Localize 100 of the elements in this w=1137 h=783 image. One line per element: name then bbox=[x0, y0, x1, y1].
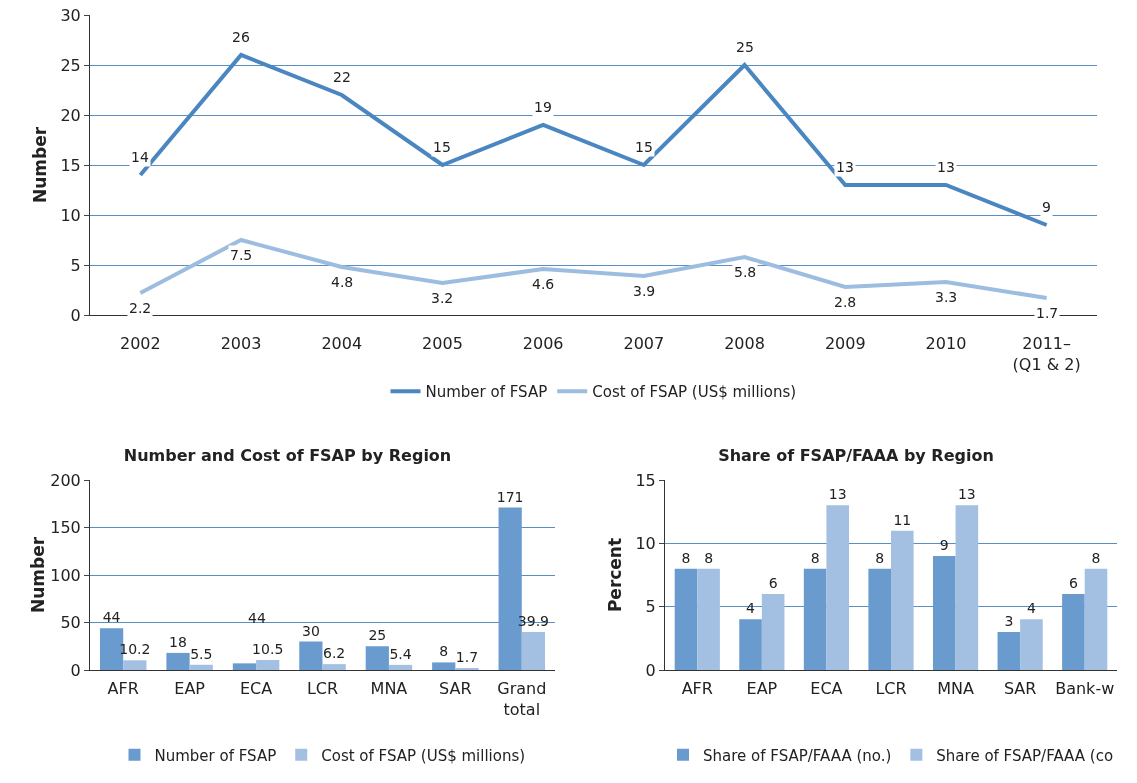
data-label: 3.9 bbox=[633, 283, 656, 299]
data-label: 7.5 bbox=[230, 247, 253, 263]
bar bbox=[891, 530, 914, 670]
data-label: 6.2 bbox=[322, 645, 346, 662]
x-tick-label: AFR bbox=[107, 679, 139, 699]
bar bbox=[299, 641, 323, 670]
data-label: 8 bbox=[704, 549, 714, 566]
bar bbox=[1062, 594, 1085, 670]
data-label: 25 bbox=[736, 39, 754, 55]
y-tick-label: 15 bbox=[60, 155, 81, 175]
data-label: 5.4 bbox=[389, 645, 412, 662]
x-tick-label: AFR bbox=[681, 679, 713, 699]
data-label: 44 bbox=[102, 609, 121, 626]
data-label: 13 bbox=[957, 486, 976, 503]
bar bbox=[868, 568, 891, 670]
x-tick-label: SAR bbox=[1003, 679, 1037, 699]
y-tick-label: 5 bbox=[645, 597, 656, 617]
data-label: 8 bbox=[875, 549, 885, 566]
bar bbox=[1084, 568, 1108, 670]
bar bbox=[256, 660, 280, 670]
data-label: 10.5 bbox=[252, 641, 284, 658]
data-label: 171 bbox=[496, 488, 524, 505]
x-tick-label: 2002 bbox=[119, 334, 161, 354]
bar bbox=[189, 664, 213, 670]
data-label: 6 bbox=[1068, 575, 1078, 591]
data-label: 2.8 bbox=[834, 294, 857, 310]
x-tick-label: 2006 bbox=[522, 334, 564, 354]
data-label: 15 bbox=[433, 139, 451, 155]
data-label: 13 bbox=[828, 486, 847, 503]
data-label: 3.3 bbox=[935, 289, 958, 305]
bar bbox=[674, 568, 698, 670]
data-label: 14 bbox=[131, 149, 149, 165]
y-tick-label: 200 bbox=[50, 470, 81, 490]
y-tick-label: 10 bbox=[60, 205, 81, 225]
x-tick-label: 2009 bbox=[824, 334, 866, 354]
y-tick-label: 30 bbox=[60, 5, 81, 25]
bar bbox=[166, 652, 190, 670]
data-label: 13 bbox=[937, 159, 955, 175]
y-tick-label: 100 bbox=[50, 565, 81, 585]
bar bbox=[432, 662, 456, 670]
legend-label: Cost of FSAP (US$ millions) bbox=[592, 383, 797, 402]
data-label: 5.5 bbox=[190, 645, 213, 662]
y-tick-label: 150 bbox=[50, 518, 81, 538]
x-tick-label: 2011– (Q1 & 2) bbox=[1012, 334, 1081, 374]
data-label: 3 bbox=[1004, 613, 1014, 629]
y-axis-title: Number bbox=[28, 536, 49, 614]
bar bbox=[1020, 619, 1043, 670]
data-label: 8 bbox=[439, 643, 449, 660]
y-tick-label: 5 bbox=[70, 255, 81, 275]
data-label: 1.7 bbox=[455, 649, 479, 665]
data-label: 2.2 bbox=[129, 300, 152, 316]
y-tick-label: 20 bbox=[60, 105, 81, 125]
y-tick-label: 25 bbox=[60, 55, 81, 75]
bar bbox=[365, 646, 389, 670]
legend-label: Number of FSAP bbox=[425, 383, 548, 402]
x-tick-label: 2005 bbox=[422, 334, 463, 354]
bar bbox=[803, 568, 827, 670]
y-tick-label: 50 bbox=[60, 613, 81, 633]
data-label: 26 bbox=[232, 29, 250, 45]
data-label: 1.7 bbox=[1036, 305, 1059, 321]
chart-title: Share of FSAP/FAAA by Region bbox=[718, 446, 994, 466]
legend-label: Share of FSAP/FAAA (co bbox=[936, 746, 1114, 765]
bar bbox=[123, 660, 147, 670]
y-tick-label: 15 bbox=[635, 470, 656, 490]
data-label: 8 bbox=[681, 549, 691, 566]
x-tick-label: 2004 bbox=[321, 334, 363, 354]
data-label: 30 bbox=[301, 622, 320, 639]
data-label: 8 bbox=[1091, 549, 1101, 566]
data-label: 6 bbox=[768, 575, 778, 591]
bar bbox=[521, 632, 546, 670]
y-tick-label: 0 bbox=[645, 660, 656, 680]
data-label: 3.2 bbox=[431, 290, 454, 306]
bar bbox=[232, 663, 257, 670]
bar bbox=[761, 594, 785, 670]
legend-label: Share of FSAP/FAAA (no.) bbox=[703, 746, 892, 765]
bar bbox=[322, 664, 346, 670]
x-tick-label: 2008 bbox=[724, 334, 765, 354]
y-tick-label: 0 bbox=[70, 660, 81, 680]
data-label: 19 bbox=[534, 99, 552, 115]
data-label: 11 bbox=[893, 511, 912, 528]
y-tick-label: 10 bbox=[635, 533, 656, 553]
chart-title: Number and Cost of FSAP by Region bbox=[123, 446, 452, 466]
bar bbox=[388, 664, 413, 670]
x-tick-label: MNA bbox=[937, 679, 974, 699]
data-label: 8 bbox=[810, 549, 820, 566]
x-tick-label: LCR bbox=[306, 679, 339, 699]
y-tick-label: 0 bbox=[70, 305, 81, 325]
bar bbox=[826, 505, 850, 670]
data-label: 4.6 bbox=[532, 276, 555, 292]
data-label: 9 bbox=[1042, 199, 1051, 215]
y-axis-title: Number bbox=[30, 126, 50, 204]
x-tick-label: 2010 bbox=[925, 334, 967, 354]
data-label: 5.8 bbox=[734, 264, 757, 280]
x-tick-label: ECA bbox=[810, 679, 843, 699]
y-axis-title: Percent bbox=[605, 537, 625, 613]
x-tick-label: Bank-w bbox=[1055, 679, 1115, 699]
x-tick-label: EAP bbox=[746, 679, 778, 699]
x-tick-label: EAP bbox=[174, 679, 206, 699]
x-tick-label: Grand total bbox=[497, 679, 547, 719]
data-label: 22 bbox=[333, 69, 351, 85]
